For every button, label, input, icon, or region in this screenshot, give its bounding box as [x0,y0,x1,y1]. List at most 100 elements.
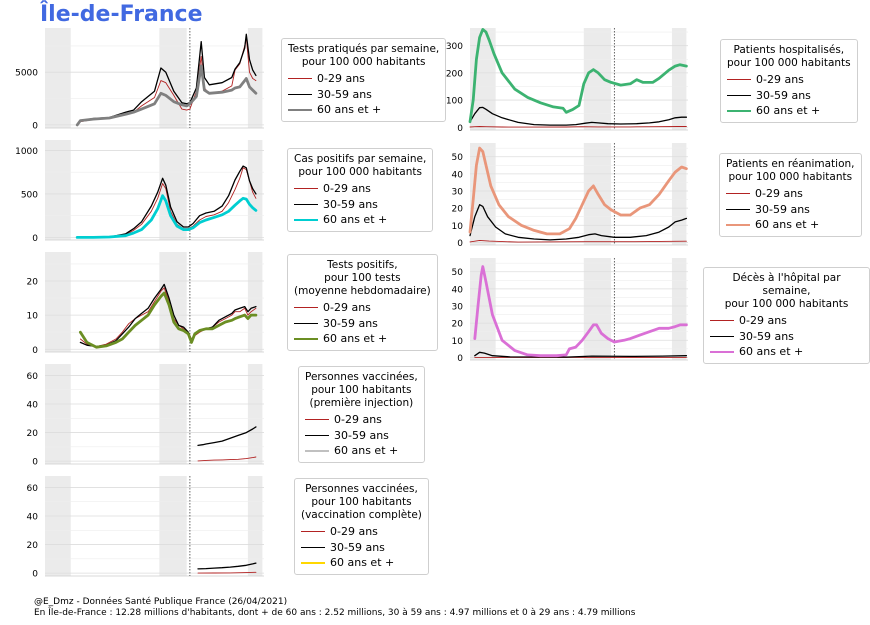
shaded-period [159,28,187,128]
y-tick-label: 0 [457,239,463,249]
y-tick-label: 0 [32,346,38,356]
legend-swatch [288,78,312,80]
legend-label: 30-59 ans [755,202,810,216]
series-line-2 [79,283,257,348]
legend-swatch [301,546,325,548]
legend-swatch [727,94,751,96]
footer-population: En Île-de-France : 12.28 millions d'habi… [34,608,636,618]
legend-swatch [305,449,329,452]
legend-entry: 30-59 ans [294,316,431,332]
y-tick-label: 0 [457,354,463,364]
y-tick-label: 5000 [15,69,38,79]
legend-swatch [710,350,734,353]
legend-title-line: (vaccination complète) [301,509,422,521]
y-tick-label: 10 [452,337,464,347]
y-tick-label: 40 [27,401,39,411]
legend-label: 0-29 ans [323,182,371,196]
legend-entry: 60 ans et + [727,103,851,119]
legend-title-line: (moyenne hebdomadaire) [294,285,431,297]
legend-entry: 30-59 ans [710,329,863,345]
y-tick-label: 0 [457,124,463,134]
shaded-period [159,252,187,352]
series-line-1 [197,571,257,574]
legend-title-line: pour 100 000 habitants [724,298,849,310]
shaded-period [247,476,263,576]
legend-label: 60 ans et + [755,218,820,232]
y-tick-label: 50 [452,268,464,278]
y-tick-label: 100 [446,97,463,107]
legend-swatch [727,109,751,112]
series-line-2 [474,351,688,358]
chart-cas: 0 500 1000 [15,140,264,244]
y-tick-label: 500 [21,190,38,200]
shaded-period [671,28,687,130]
legend-swatch [301,531,325,533]
legend-swatch [294,337,318,340]
legend-label: 30-59 ans [323,197,378,211]
legend-label: 0-29 ans [334,413,382,427]
legend-entry: 30-59 ans [301,540,422,556]
legend-entry: 30-59 ans [294,197,426,213]
y-tick-label: 0 [32,458,38,468]
legend-swatch [305,434,329,436]
shaded-period [247,364,263,464]
shaded-period [159,364,187,464]
series-line-1 [197,456,257,462]
shaded-period [45,252,71,352]
series-line-3 [473,265,688,358]
legend-label: 30-59 ans [756,88,811,102]
legend-title-line: Tests pratiqués par semaine, [288,43,440,55]
legend-swatch [710,335,734,337]
legend-label: 30-59 ans [317,87,372,101]
legend-entry: 0-29 ans [301,524,422,540]
series-line-3 [468,28,688,124]
chart-rea: 0 10 20 30 40 50 [452,143,688,249]
legend-label: 60 ans et + [756,104,821,118]
legend-title-line: pour 100 habitants [311,384,412,396]
legend-entry: 60 ans et + [710,344,863,360]
chart-vacc1: 0 20 40 60 [27,364,264,468]
legend-swatch [288,108,312,111]
legend-swatch [305,419,329,421]
legend-swatch [301,561,325,564]
legend-entry: 0-29 ans [288,71,439,87]
legend-title-line: Personnes vaccinées, [305,483,418,495]
chart-vacc2: 0 20 40 60 [27,476,264,580]
legend-title-line: pour 100 000 habitants [728,171,853,183]
footer-source: @E_Dmz - Données Santé Publique France (… [34,597,288,607]
y-tick-label: 300 [446,42,463,52]
legend-label: 60 ans et + [323,332,388,346]
y-tick-label: 10 [452,222,464,232]
series-line-2 [197,562,257,570]
y-tick-label: 20 [27,429,39,439]
legend-title-line: pour 100 000 habitants [301,56,426,68]
footer: @E_Dmz - Données Santé Publique France (… [34,597,635,619]
legend-label: 60 ans et + [317,103,382,117]
legend-tests: Tests pratiqués par semaine, pour 100 000… [281,38,447,122]
legend-title-line: Tests positifs, [327,259,398,271]
y-tick-label: 40 [452,285,464,295]
shaded-period [159,140,187,240]
shaded-period [583,28,612,130]
legend-swatch [288,93,312,95]
legend-entry: 30-59 ans [305,428,418,444]
legend-label: 30-59 ans [330,540,385,554]
chart-tests: 0 5000 [15,28,264,131]
chart-positivite: 0 10 20 [27,252,264,356]
legend-title-line: pour 100 habitants [311,496,412,508]
legend-title-line: Patients hospitalisés, [733,44,845,56]
legend-label: 30-59 ans [323,316,378,330]
y-tick-label: 0 [32,570,38,580]
legend-hosp: Patients hospitalisés, pour 100 000 habit… [720,39,858,123]
legend-swatch [294,188,318,190]
legend-title-line: pour 100 000 habitants [727,57,851,69]
y-tick-label: 30 [452,188,464,198]
y-tick-label: 200 [446,69,463,79]
legend-title-line: Cas positifs par semaine, [294,153,427,165]
shaded-period [671,143,687,245]
legend-entry: 0-29 ans [294,300,431,316]
legend-label: 0-29 ans [323,301,371,315]
series-line-3 [75,194,258,239]
legend-label: 60 ans et + [739,345,804,359]
